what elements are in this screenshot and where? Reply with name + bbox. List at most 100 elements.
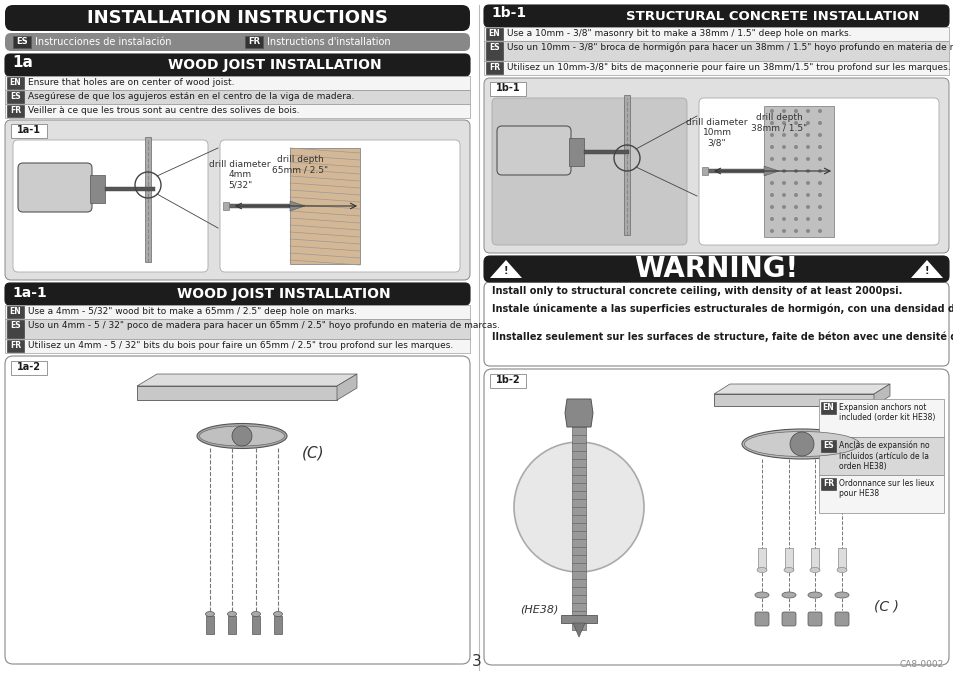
Bar bbox=[7, 91, 24, 103]
Polygon shape bbox=[763, 166, 779, 176]
Circle shape bbox=[769, 193, 773, 197]
FancyBboxPatch shape bbox=[754, 612, 768, 626]
Circle shape bbox=[769, 121, 773, 125]
FancyBboxPatch shape bbox=[492, 98, 686, 245]
Polygon shape bbox=[873, 384, 889, 406]
Ellipse shape bbox=[834, 592, 848, 598]
Polygon shape bbox=[564, 399, 593, 427]
Circle shape bbox=[805, 157, 809, 161]
Polygon shape bbox=[910, 260, 942, 278]
Bar bbox=[623, 95, 629, 235]
Circle shape bbox=[805, 133, 809, 137]
Text: drill diameter
10mm
3/8": drill diameter 10mm 3/8" bbox=[685, 118, 747, 148]
Bar bbox=[7, 77, 24, 89]
Circle shape bbox=[781, 217, 785, 221]
Text: ES: ES bbox=[10, 321, 21, 330]
Circle shape bbox=[817, 193, 821, 197]
Circle shape bbox=[769, 181, 773, 185]
FancyBboxPatch shape bbox=[5, 356, 470, 664]
FancyBboxPatch shape bbox=[5, 54, 470, 76]
Circle shape bbox=[793, 109, 797, 113]
Text: EN: EN bbox=[10, 307, 21, 316]
Text: Uso un 10mm - 3/8" broca de hormigón para hacer un 38mm / 1.5" hoyo profundo en : Uso un 10mm - 3/8" broca de hormigón par… bbox=[506, 43, 953, 53]
Circle shape bbox=[793, 169, 797, 173]
Bar bbox=[818, 399, 943, 437]
Bar bbox=[703, 169, 763, 173]
Text: Use a 4mm - 5/32" wood bit to make a 65mm / 2.5" deep hole on marks.: Use a 4mm - 5/32" wood bit to make a 65m… bbox=[28, 307, 356, 316]
Circle shape bbox=[805, 121, 809, 125]
Text: Utilisez un 4mm - 5 / 32" bits du bois pour faire un 65mm / 2.5" trou profond su: Utilisez un 4mm - 5 / 32" bits du bois p… bbox=[28, 341, 453, 350]
Circle shape bbox=[793, 193, 797, 197]
Circle shape bbox=[781, 133, 785, 137]
Bar bbox=[784, 548, 792, 570]
Circle shape bbox=[769, 145, 773, 149]
Text: 3: 3 bbox=[472, 654, 481, 669]
FancyBboxPatch shape bbox=[781, 612, 795, 626]
Bar bbox=[5, 90, 470, 104]
Bar bbox=[701, 167, 707, 175]
Text: FR: FR bbox=[822, 479, 833, 488]
Circle shape bbox=[781, 181, 785, 185]
Bar bbox=[821, 402, 835, 414]
Bar bbox=[7, 306, 24, 318]
FancyBboxPatch shape bbox=[5, 120, 470, 280]
FancyBboxPatch shape bbox=[483, 256, 948, 282]
Circle shape bbox=[805, 181, 809, 185]
Circle shape bbox=[769, 217, 773, 221]
Text: drill depth
38mm / 1.5": drill depth 38mm / 1.5" bbox=[750, 113, 806, 132]
Text: 1a: 1a bbox=[12, 55, 32, 70]
FancyBboxPatch shape bbox=[5, 283, 470, 305]
Circle shape bbox=[789, 432, 813, 456]
Text: WARNING!: WARNING! bbox=[634, 255, 798, 283]
Text: Veiller à ce que les trous sont au centre des solives de bois.: Veiller à ce que les trous sont au centr… bbox=[28, 106, 299, 115]
Ellipse shape bbox=[743, 431, 859, 456]
Ellipse shape bbox=[783, 568, 793, 572]
Ellipse shape bbox=[205, 612, 214, 616]
Ellipse shape bbox=[252, 612, 260, 616]
Circle shape bbox=[805, 145, 809, 149]
Polygon shape bbox=[137, 374, 356, 386]
Text: ES: ES bbox=[822, 441, 833, 450]
Circle shape bbox=[817, 121, 821, 125]
Bar bbox=[223, 202, 229, 210]
Circle shape bbox=[781, 169, 785, 173]
Polygon shape bbox=[573, 623, 584, 637]
Bar bbox=[5, 104, 470, 118]
Circle shape bbox=[793, 145, 797, 149]
Circle shape bbox=[817, 109, 821, 113]
Circle shape bbox=[793, 121, 797, 125]
Ellipse shape bbox=[807, 592, 821, 598]
Bar bbox=[810, 548, 818, 570]
Bar bbox=[821, 478, 835, 490]
Text: (HE38): (HE38) bbox=[519, 605, 558, 615]
Text: 1a-1: 1a-1 bbox=[12, 286, 47, 300]
Bar bbox=[105, 187, 154, 191]
Circle shape bbox=[805, 205, 809, 209]
Circle shape bbox=[514, 442, 643, 572]
Text: drill depth
65mm / 2.5": drill depth 65mm / 2.5" bbox=[272, 155, 328, 174]
Circle shape bbox=[817, 217, 821, 221]
Bar bbox=[485, 62, 502, 74]
Text: WOOD JOIST INSTALLATION: WOOD JOIST INSTALLATION bbox=[177, 287, 391, 301]
Text: 1a-2: 1a-2 bbox=[17, 362, 41, 372]
Bar bbox=[252, 616, 260, 634]
Ellipse shape bbox=[196, 423, 287, 448]
Bar bbox=[560, 615, 597, 623]
Bar bbox=[290, 148, 359, 264]
Circle shape bbox=[817, 133, 821, 137]
Circle shape bbox=[769, 157, 773, 161]
Text: FR: FR bbox=[10, 341, 21, 350]
Bar bbox=[13, 36, 30, 48]
Text: !: ! bbox=[503, 266, 508, 276]
Ellipse shape bbox=[274, 612, 282, 616]
Ellipse shape bbox=[741, 429, 862, 459]
Circle shape bbox=[793, 157, 797, 161]
Bar bbox=[483, 61, 948, 75]
Circle shape bbox=[781, 157, 785, 161]
Text: FR: FR bbox=[10, 106, 21, 115]
Text: FR: FR bbox=[248, 37, 260, 46]
Circle shape bbox=[805, 229, 809, 233]
Ellipse shape bbox=[757, 568, 766, 572]
FancyBboxPatch shape bbox=[699, 98, 938, 245]
Ellipse shape bbox=[754, 592, 768, 598]
